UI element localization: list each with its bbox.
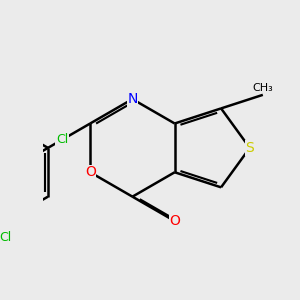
Text: CH₃: CH₃ [253,83,273,93]
Text: S: S [245,141,254,155]
Text: O: O [169,214,180,228]
Text: O: O [85,165,96,179]
Text: N: N [127,92,138,106]
Text: Cl: Cl [56,133,68,146]
Text: Cl: Cl [0,231,12,244]
